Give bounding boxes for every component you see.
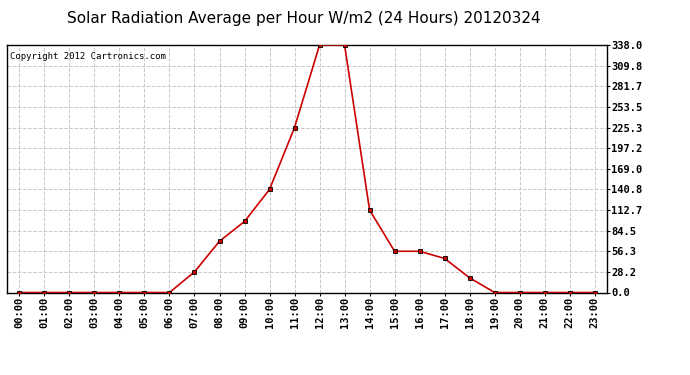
Text: Copyright 2012 Cartronics.com: Copyright 2012 Cartronics.com (10, 53, 166, 62)
Text: Solar Radiation Average per Hour W/m2 (24 Hours) 20120324: Solar Radiation Average per Hour W/m2 (2… (67, 11, 540, 26)
